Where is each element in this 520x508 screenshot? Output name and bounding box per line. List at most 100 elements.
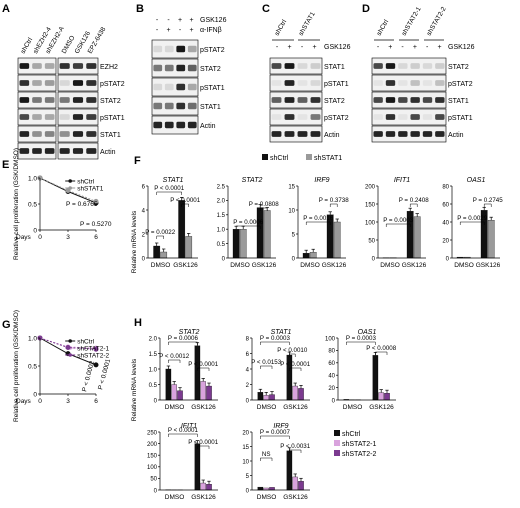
blot-band [422,80,433,86]
blot-band [187,102,197,110]
y-tick-label: 0 [246,398,250,404]
treatment-mark: - [156,27,159,34]
data-bar [298,481,304,491]
legend-marker [68,353,72,357]
y-tick-label: 8 [246,336,250,342]
y-tick-label: 40 [442,220,449,226]
blot-band [187,121,197,129]
y-tick-label: 5 [246,474,250,480]
p-value-annotation: P = 0.5270 [80,221,112,228]
legend-label: shCtrl [270,155,289,162]
blot-band [164,64,174,72]
blot-row-label: Actin [448,132,464,139]
blot-band [44,97,55,103]
data-bar [309,252,317,259]
y-tick-label: 2.0 [149,336,158,342]
p-value-annotation: P = 0.0003 [260,335,291,342]
blot-band [153,83,163,91]
blot-c [269,108,323,126]
blot-c-frame [269,91,323,109]
treatment-mark: - [401,44,404,51]
y-tick-label: 2 [142,232,146,238]
treatment-mark: - [276,44,279,51]
subplot-h-ifit1 [165,443,212,491]
y-tick-label: 50 [150,477,157,483]
data-point [93,198,99,204]
panel-letter-c: C [262,3,270,15]
treatment-label: GSK126 [448,44,475,51]
blot-band [410,131,420,137]
blot-band [373,114,383,120]
blot-a-right [57,91,99,109]
blot-band [271,80,282,86]
treatment-mark: - [426,44,429,51]
blot-d-frame [371,91,447,109]
blot-row-label: pSTAT1 [200,85,225,92]
blot-row-label: STAT2 [448,64,469,71]
p-value-annotation: P = 0.0022 [145,229,176,236]
blot-band [176,45,186,53]
y-tick-label: 0 [33,228,37,235]
y-tick-label: 0.5 [149,383,158,389]
y-tick-label: 15 [288,184,295,190]
data-bar [263,210,271,259]
y-tick-label: 4 [142,208,146,214]
subplot-title: OAS1 [467,177,486,184]
y-tick-label: 10 [242,459,249,465]
blot-b [151,96,199,116]
treatment-mark: + [287,44,291,51]
subplot-title: OAS1 [358,329,377,336]
blot-band [86,114,97,120]
subplot-title: IFIT1 [394,177,410,184]
blot-band [19,97,30,103]
y-axis-label: Relative mRNA levels [131,210,138,273]
blot-row-label: Actin [200,123,216,130]
blot-band [385,97,396,103]
blot-band [176,121,186,129]
subplot-f-stat2 [232,207,271,259]
treatment-mark: + [189,17,193,24]
y-tick-label: 1.0 [149,367,158,373]
data-bar [160,251,168,259]
data-bar [269,487,275,491]
data-bar [302,253,310,259]
treatment-mark: + [437,44,441,51]
y-tick-label: 0.5 [28,202,37,209]
blot-band [72,131,84,137]
blot-band [32,148,42,154]
blot-row-label: STAT1 [100,132,121,139]
blot-row-label: STAT2 [100,98,121,105]
p-value-annotation: P < 0.0008 [366,345,397,352]
subplot-title: STAT1 [271,329,292,336]
y-axis-label: Relative cell proliferation (GSK/DMSO) [13,148,20,260]
blot-band [86,148,97,154]
x-tick-label: GSK126 [369,404,394,411]
blot-band [32,80,42,86]
data-bar [292,385,298,401]
blot-c-frame [269,125,323,143]
x-tick-label: GSK126 [173,262,198,269]
x-tick-label: DMSO [343,404,363,411]
y-tick-label: 0 [332,398,336,404]
y-tick-label: 100 [365,220,376,226]
x-tick-label: 3 [66,398,70,405]
data-bar [269,394,275,401]
blot-band [59,114,70,120]
blot-b [151,115,199,135]
legend-marker [68,339,72,343]
y-tick-label: 150 [147,454,158,460]
blot-band [284,97,295,103]
blot-row-label: Actin [324,132,340,139]
blot-band [297,63,308,69]
series-line [39,177,97,202]
data-point [93,362,99,368]
data-bar [487,220,495,259]
treatment-label: GSK126 [324,44,351,51]
treatment-label: α-IFNβ [200,27,222,34]
y-tick-label: 0 [33,392,37,399]
data-bar [257,486,264,491]
blot-band [284,114,295,120]
blot-band [19,63,30,69]
y-tick-label: 2.5 [217,184,226,190]
